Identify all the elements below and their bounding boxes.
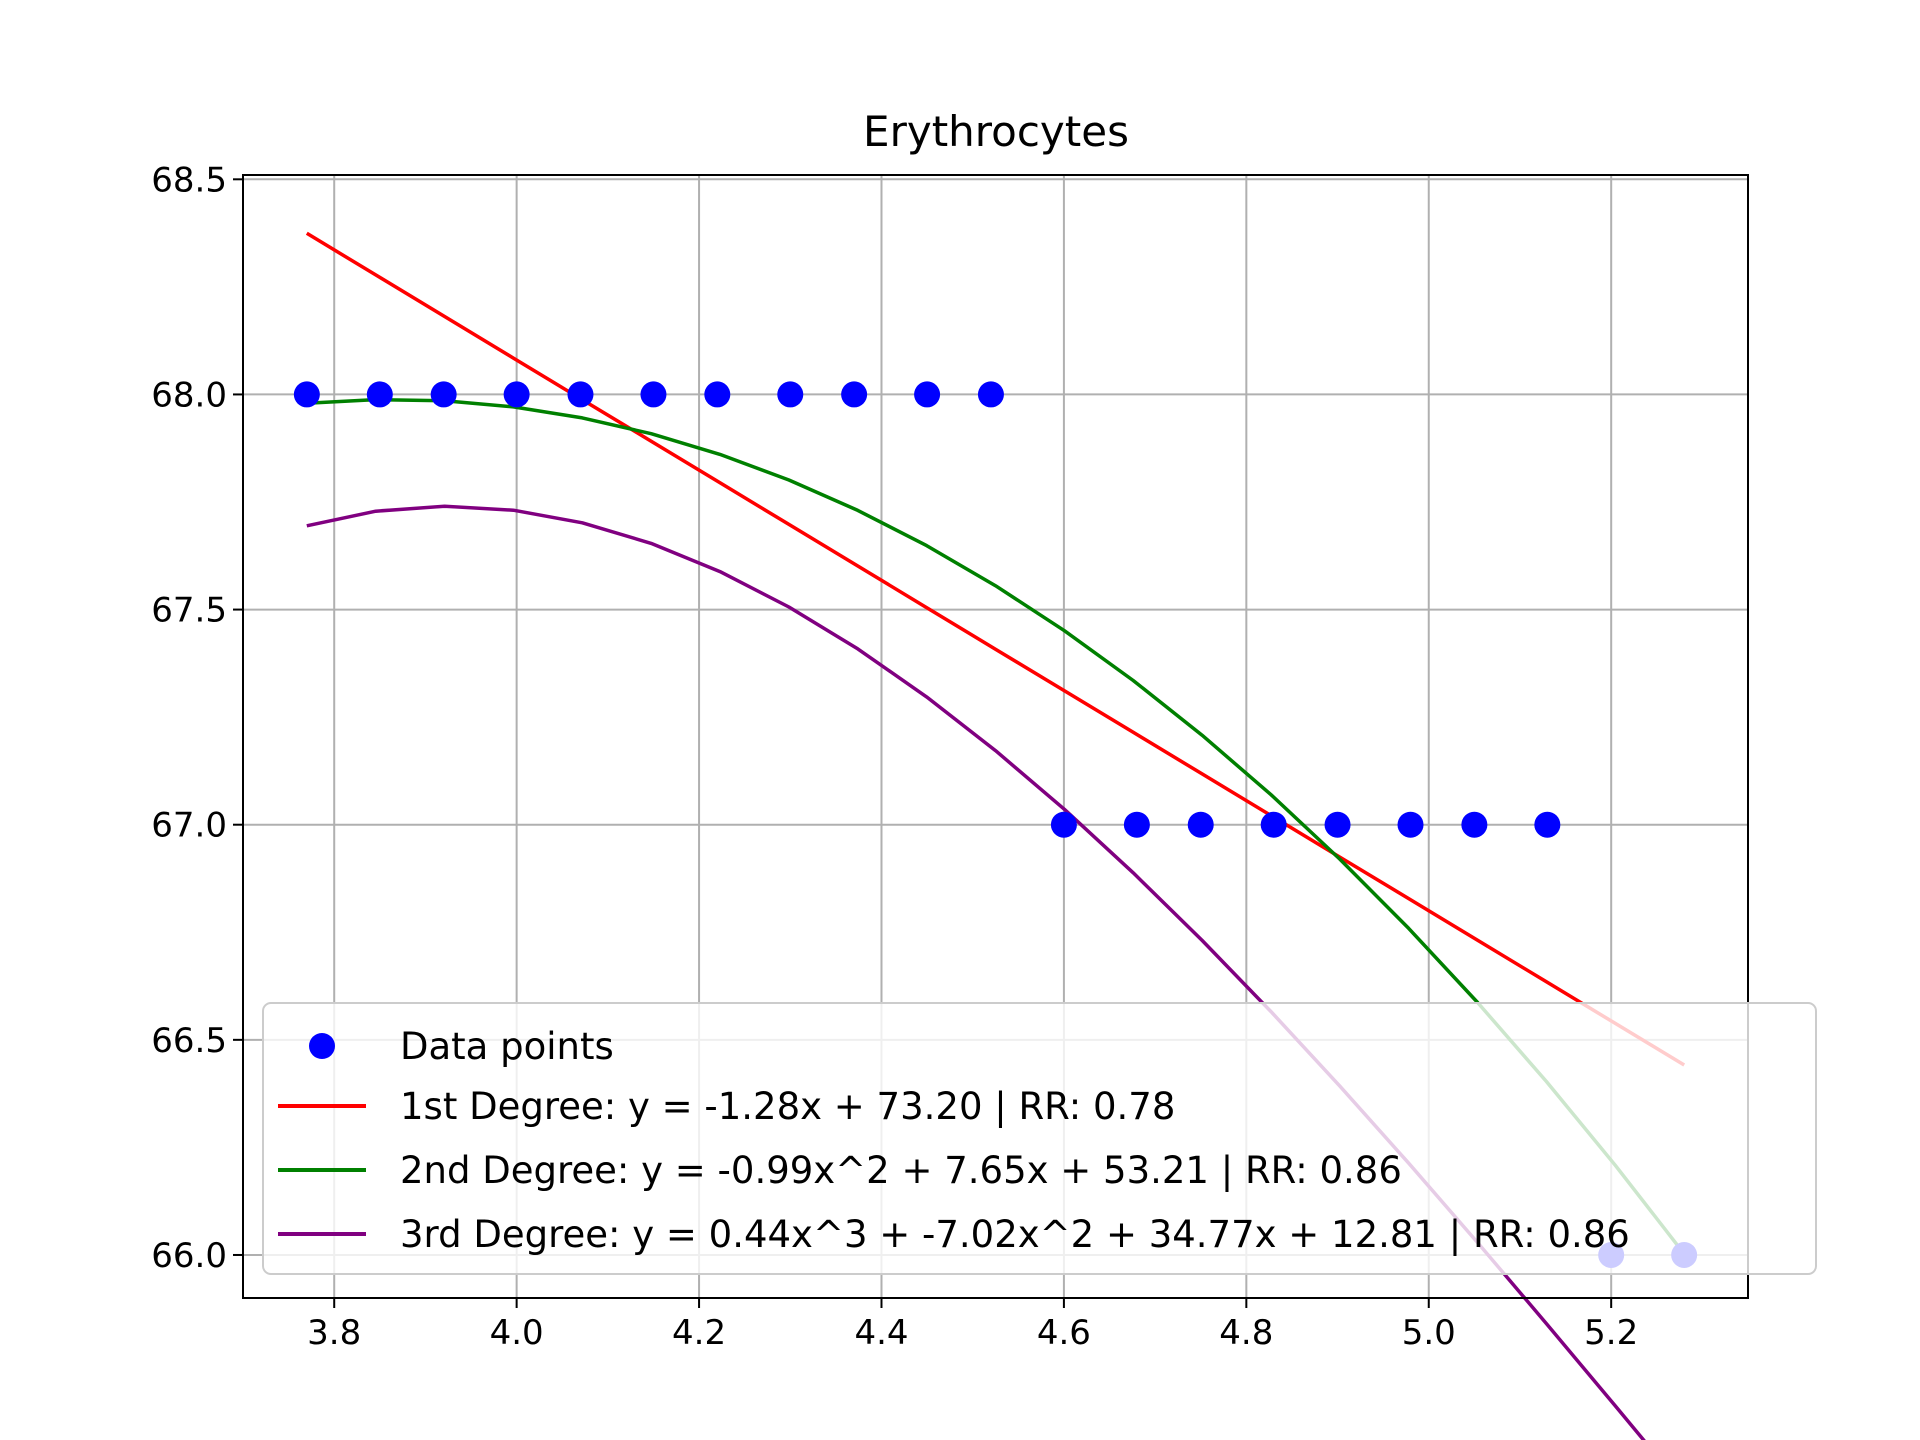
data-point [1187,811,1214,838]
x-tick-label: 4.0 [490,1313,544,1353]
data-point [1397,811,1424,838]
plot-frame [242,174,1749,1299]
legend-label-3: 3rd Degree: y = 0.44x^3 + -7.02x^2 + 34.… [400,1213,1630,1256]
data-points [293,381,1698,1268]
data-point [503,381,530,408]
axis-ticks: 3.8 4.0 4.2 4.4 4.6 4.8 5.0 5.2 66.0 66.5 67.0 67.5… [151,160,1638,1353]
x-tick-label: 5.2 [1584,1313,1638,1353]
y-tick-label: 67.0 [151,806,227,846]
data-point [1534,811,1561,838]
y-tick-label: 68.0 [151,375,227,415]
data-point [1050,811,1077,838]
data-point [1324,811,1351,838]
fit-line-2 [306,397,1686,1255]
legend-label-points: Data points [400,1025,614,1068]
chart-title: Erythrocytes [863,107,1129,156]
x-tick-label: 4.4 [854,1313,908,1353]
data-point [1260,811,1287,838]
legend: Data points 1st Degree: y = -1.28x + 73.2… [262,1002,1817,1275]
y-tick-label: 66.0 [151,1236,227,1276]
data-point [430,381,457,408]
y-tick-label: 68.5 [151,160,227,200]
x-tick-label: 4.8 [1219,1313,1273,1353]
fit-line-1 [305,231,1686,1067]
x-tick-label: 4.2 [672,1313,726,1353]
data-point [704,381,731,408]
data-point [914,381,941,408]
legend-label-1: 1st Degree: y = -1.28x + 73.20 | RR: 0.7… [400,1085,1175,1128]
data-point [293,381,320,408]
data-point [777,381,804,408]
data-point [977,381,1004,408]
y-tick-label: 66.5 [151,1021,227,1061]
x-tick-label: 4.6 [1037,1313,1091,1353]
x-tick-label: 3.8 [307,1313,361,1353]
data-point [1461,811,1488,838]
data-point [567,381,594,408]
legend-box [262,1002,1817,1275]
data-point [1123,811,1150,838]
x-tick-label: 5.0 [1402,1313,1456,1353]
data-point [640,381,667,408]
data-point [841,381,868,408]
data-point [366,381,393,408]
legend-label-2: 2nd Degree: y = -0.99x^2 + 7.65x + 53.21… [400,1149,1402,1192]
y-tick-label: 67.5 [151,591,227,631]
legend-marker-points [309,1033,335,1059]
